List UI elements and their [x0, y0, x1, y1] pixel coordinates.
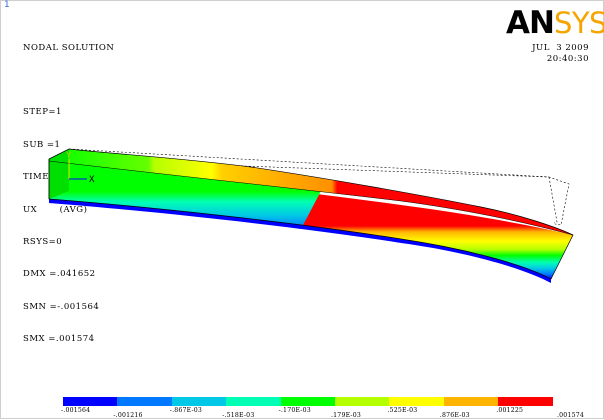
info-line: TIME=1 — [23, 172, 63, 183]
logo-part-an: AN — [506, 5, 555, 41]
axis-x-label: X — [89, 175, 95, 185]
ansys-logo: ANSYS — [506, 5, 604, 41]
deformed-beam — [48, 148, 574, 283]
axis-y-label: Y — [66, 151, 72, 161]
info-line: NODAL SOLUTION — [23, 42, 115, 53]
info-line: RSYS=0 — [23, 236, 63, 247]
date-text: JUL 3 2009 — [532, 43, 589, 53]
window-number: 1 — [4, 0, 10, 10]
solution-info-block: NODAL SOLUTION STEP=1 SUB =1 TIME=1 UX (… — [23, 21, 114, 367]
coordinate-triad: Y X — [66, 151, 95, 185]
logo-part-sys: SYS — [553, 6, 604, 40]
undeformed-outline — [48, 148, 570, 226]
info-line: SMN =-.001564 — [23, 301, 100, 312]
info-line: DMX =.041652 — [23, 269, 96, 280]
info-line: UX (AVG) — [23, 204, 88, 215]
timestamp: JUL 3 2009 20:40:30 — [532, 43, 589, 65]
info-line: STEP=1 — [23, 107, 62, 118]
info-line: SUB =1 — [23, 139, 61, 150]
info-line: SMX =.001574 — [23, 334, 95, 345]
time-text: 20:40:30 — [546, 54, 589, 64]
